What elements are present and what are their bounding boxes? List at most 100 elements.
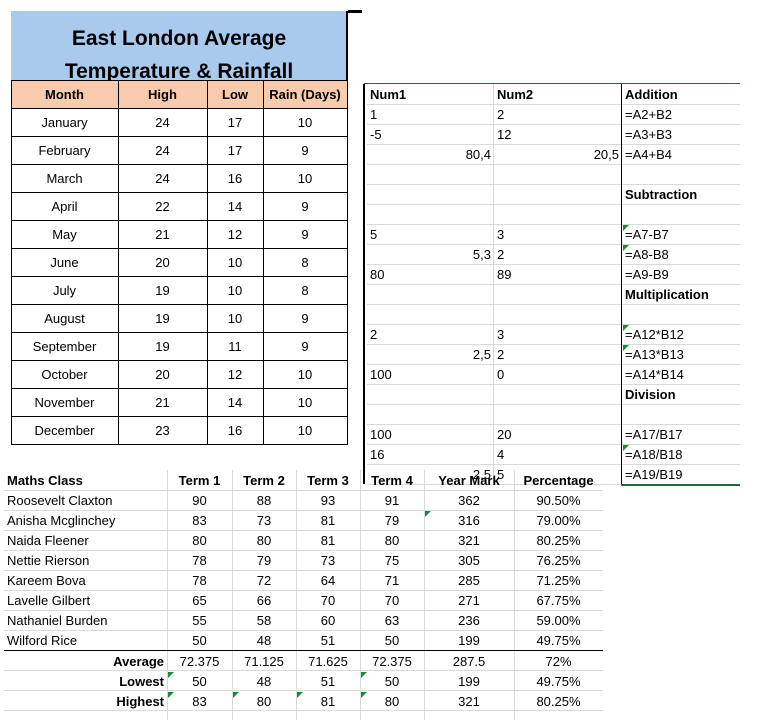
formula-cell: =A8-B8 [625,246,669,262]
score-cell: 73 [256,512,272,528]
term1-header: Term 1 [178,472,221,488]
score-cell: 80 [256,532,272,548]
score-cell: 285 [458,572,480,588]
grid-line [424,470,425,720]
rain-cell: 9 [301,198,309,214]
low-cell: 10 [227,310,243,326]
num2-header: Num2 [497,86,534,102]
summary-cell: 50 [384,673,400,689]
grid-line [4,670,603,671]
high-cell: 24 [155,142,170,158]
grid-line [621,84,622,484]
summary-cell: 50 [192,673,207,689]
grid-line [493,84,494,484]
term4-header: Term 4 [371,472,413,488]
score-cell: 49.75% [536,632,581,648]
grid-line [514,470,515,720]
summary-cell: 72% [545,653,572,669]
low-cell: 17 [227,142,243,158]
month-cell: July [52,282,77,298]
grid-line [367,444,740,445]
score-cell: 83 [192,512,207,528]
num1-cell: -5 [370,126,382,142]
score-cell: 305 [458,552,480,568]
grid-line [367,284,740,285]
section-label: Division [625,386,676,402]
score-cell: 90.50% [536,492,581,508]
grid-line [11,136,348,137]
summary-cell: 80 [256,693,272,709]
score-cell: 362 [458,492,480,508]
grid-line [367,344,740,345]
high-cell: 24 [155,114,170,130]
score-cell: 76.25% [536,552,581,568]
weather-title-line2: Temperature & Rainfall [64,60,294,83]
high-cell: 20 [155,254,170,270]
score-cell: 80 [384,532,400,548]
grid-line [167,470,168,720]
summary-cell: 287.5 [452,653,486,669]
grid-line [367,164,740,165]
grid-line [11,108,348,109]
student-name: Anisha Mcglinchey [7,512,116,528]
score-cell: 71 [384,572,400,588]
grid-line [367,304,740,305]
num1-cell: 100 [370,426,392,442]
score-cell: 236 [458,612,480,628]
summary-cell: 80 [384,693,400,709]
summary-cell: 51 [320,673,336,689]
grid-line [11,220,348,221]
grid-line [118,81,119,445]
grid-line [367,484,740,485]
summary-cell: 72.375 [372,653,412,669]
high-cell: 21 [155,226,170,242]
student-name: Kareem Bova [7,572,86,588]
high-cell: 20 [155,366,170,382]
grid-line [11,388,348,389]
grid-line [347,11,348,81]
num1-cell: 2 [370,326,378,342]
num2-cell: 20,5 [593,146,619,162]
score-cell: 321 [458,532,480,548]
score-cell: 79 [256,552,272,568]
low-cell: 10 [227,254,243,270]
grid-line [347,81,348,445]
num1-cell: 16 [370,446,385,462]
grid-line [4,530,603,531]
formula-cell: =A9-B9 [625,266,669,282]
score-cell: 199 [458,632,480,648]
rain-cell: 10 [297,366,313,382]
grid-line [11,81,12,445]
score-cell: 70 [384,592,400,608]
score-cell: 79.00% [536,512,581,528]
num1-cell: 5 [370,226,378,242]
rain-cell: 9 [301,142,309,158]
grid-line [4,630,603,631]
grid-line [367,264,740,265]
weather-title-line1: East London Average [71,27,287,50]
month-cell: September [32,338,97,354]
score-cell: 71.25% [536,572,581,588]
month-cell: November [34,394,95,410]
score-cell: 50 [192,632,207,648]
rain-cell: 10 [297,170,313,186]
score-cell: 78 [192,572,207,588]
month-cell: October [41,366,88,382]
summary-label: Lowest [119,673,164,689]
score-cell: 50 [384,632,400,648]
num2-cell: 2 [497,346,505,362]
error-indicator-icon [361,672,367,678]
high-cell: 19 [155,310,170,326]
formula-cell: =A14*B14 [625,366,684,382]
score-cell: 66 [256,592,272,608]
score-cell: 81 [320,532,336,548]
month-cell: January [41,114,88,130]
score-cell: 88 [256,492,272,508]
grid-line [296,470,297,720]
student-name: Roosevelt Claxton [7,492,113,508]
score-cell: 58 [256,612,272,628]
rain-cell: 9 [301,310,309,326]
error-indicator-icon [361,692,367,698]
rain-cell: 8 [301,282,309,298]
low-cell: 12 [227,226,243,242]
